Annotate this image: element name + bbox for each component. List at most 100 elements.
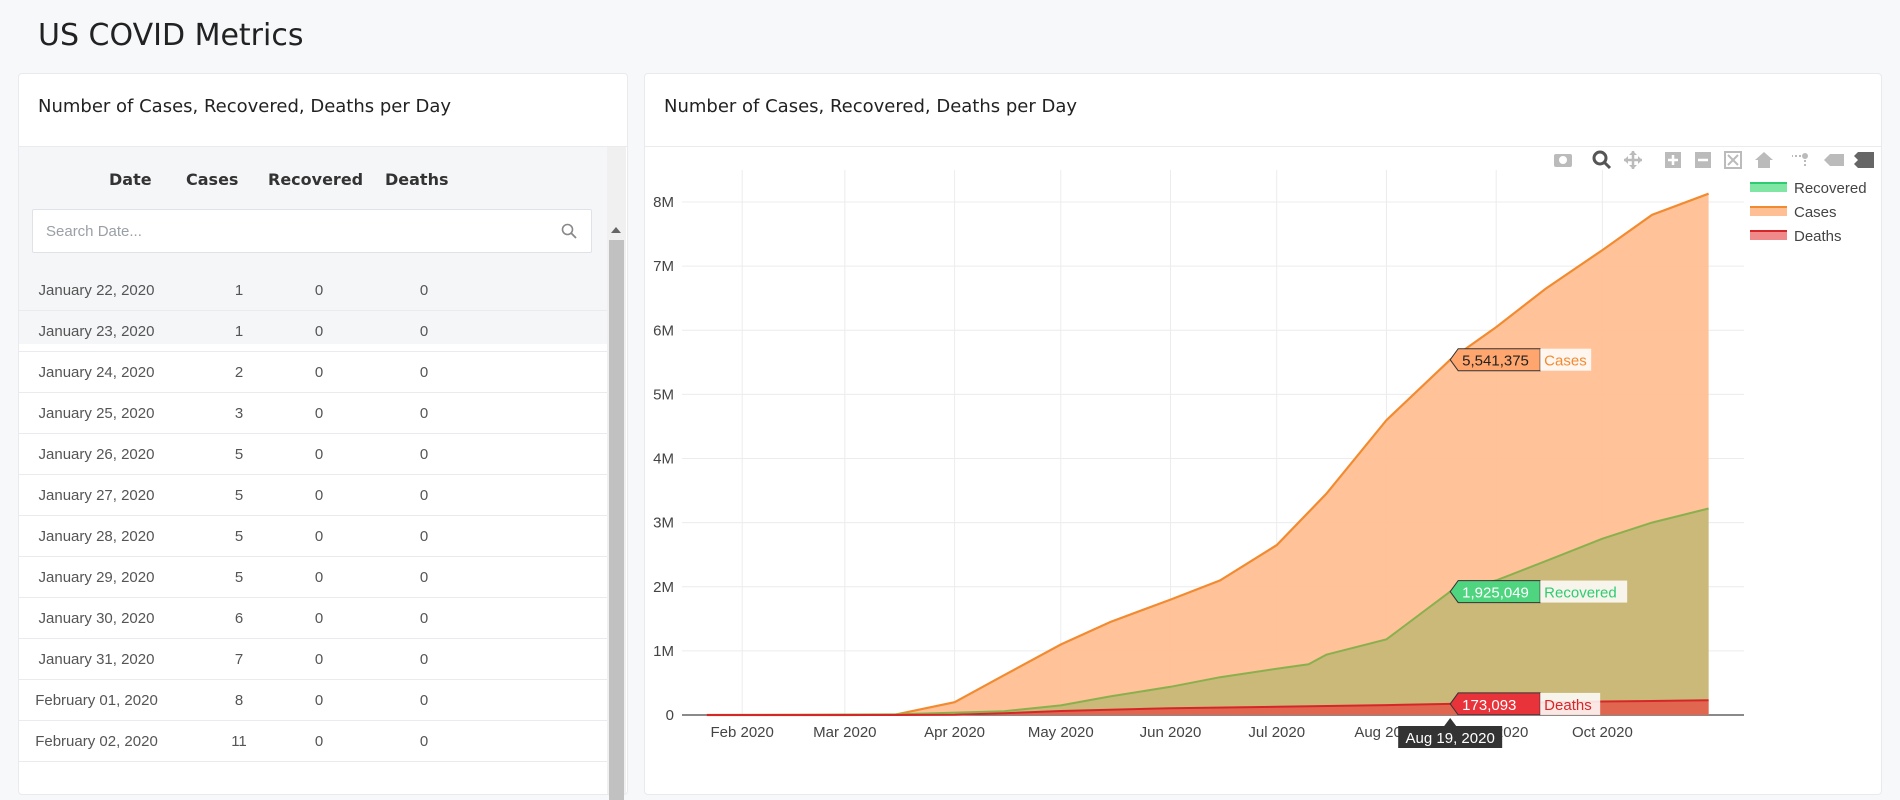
table-row[interactable]: January 30, 2020 6 0 0 (19, 598, 607, 639)
table-row[interactable]: February 01, 2020 8 0 0 (19, 680, 607, 721)
row-deaths: 0 (419, 446, 429, 463)
hover-name-bg (1540, 580, 1628, 603)
table-row[interactable]: February 02, 2020 11 0 0 (19, 721, 607, 762)
hover-name-deaths: Deaths (1544, 697, 1592, 714)
pan-icon[interactable] (1624, 151, 1642, 169)
row-cases: 6 (234, 610, 244, 627)
spike-lines-icon[interactable] (1792, 153, 1808, 168)
hover-closest-icon[interactable] (1824, 154, 1844, 166)
row-deaths: 0 (419, 528, 429, 545)
row-recovered: 0 (314, 528, 324, 545)
table-row[interactable]: January 31, 2020 7 0 0 (19, 639, 607, 680)
table-scrollbar[interactable] (607, 147, 626, 800)
row-cases: 1 (234, 282, 244, 299)
row-cases: 5 (234, 446, 244, 463)
row-recovered: 0 (314, 446, 324, 463)
table-row[interactable]: January 25, 2020 3 0 0 (19, 393, 607, 434)
row-date: January 24, 2020 (38, 364, 155, 381)
table-row[interactable]: January 27, 2020 5 0 0 (19, 475, 607, 516)
row-deaths: 0 (419, 692, 429, 709)
recovered-line (706, 507, 1709, 716)
hover-value-deaths: 173,093 (1462, 697, 1516, 714)
page-title: US COVID Metrics (38, 18, 304, 53)
hover-name-recovered: Recovered (1544, 585, 1617, 602)
column-header-cases[interactable]: Cases (186, 170, 239, 189)
row-recovered: 0 (314, 733, 324, 750)
x-tick-label: Jul 2020 (1248, 724, 1305, 741)
row-recovered: 0 (314, 405, 324, 422)
table-card: Number of Cases, Recovered, Deaths per D… (18, 73, 628, 800)
row-deaths: 0 (419, 487, 429, 504)
row-deaths: 0 (419, 569, 429, 586)
legend-item-deaths[interactable]: Deaths (1750, 228, 1842, 245)
camera-icon[interactable] (1554, 154, 1572, 167)
legend-item-recovered[interactable]: Recovered (1750, 180, 1867, 197)
row-recovered: 0 (314, 364, 324, 381)
table-row[interactable]: January 22, 2020 1 0 0 (19, 270, 607, 311)
y-tick-label: 3M (653, 515, 674, 532)
y-tick-label: 5M (653, 386, 674, 403)
y-tick-label: 4M (653, 451, 674, 468)
y-tick-label: 7M (653, 258, 674, 275)
row-date: January 30, 2020 (38, 610, 155, 627)
autoscale-icon[interactable] (1724, 151, 1742, 169)
x-tick-label: Apr 2020 (924, 724, 985, 741)
row-cases: 5 (234, 569, 244, 586)
hover-name-bg (1540, 692, 1601, 715)
y-tick-label: 0 (666, 707, 674, 724)
scroll-up-arrow-icon[interactable] (611, 227, 621, 233)
hover-compare-icon[interactable] (1854, 152, 1874, 168)
row-date: January 29, 2020 (38, 569, 155, 586)
y-tick-label: 1M (653, 643, 674, 660)
column-header-date[interactable]: Date (109, 170, 152, 189)
row-cases: 3 (234, 405, 244, 422)
row-recovered: 0 (314, 569, 324, 586)
x-tick-label: Mar 2020 (813, 724, 876, 741)
table-body: January 22, 2020 1 0 0 January 23, 2020 1 0 0 Ja… (19, 270, 607, 762)
row-deaths: 0 (419, 364, 429, 381)
column-header-recovered[interactable]: Recovered (268, 170, 364, 189)
home-icon[interactable] (1755, 152, 1773, 168)
table-row[interactable]: January 26, 2020 5 0 0 (19, 434, 607, 475)
hover-x-box (1398, 718, 1503, 748)
column-header-deaths[interactable]: Deaths (385, 170, 449, 189)
table-row[interactable]: January 23, 2020 1 0 0 (19, 311, 607, 352)
row-date: January 28, 2020 (38, 528, 155, 545)
row-date: February 01, 2020 (35, 692, 158, 709)
legend-swatch (1750, 230, 1787, 240)
hover-name-bg (1540, 348, 1592, 371)
row-date: January 25, 2020 (38, 405, 155, 422)
x-tick-label: May 2020 (1028, 724, 1094, 741)
legend-swatch (1750, 182, 1787, 192)
table-row[interactable]: January 29, 2020 5 0 0 (19, 557, 607, 598)
row-date: January 26, 2020 (38, 446, 155, 463)
x-tick-label: Jun 2020 (1140, 724, 1202, 741)
zoom-icon[interactable] (1592, 150, 1612, 170)
row-cases: 11 (231, 733, 247, 750)
hover-value-recovered: 1,925,049 (1462, 585, 1529, 602)
table-row[interactable]: January 24, 2020 2 0 0 (19, 352, 607, 393)
row-recovered: 0 (314, 323, 324, 340)
search-input[interactable] (33, 210, 548, 252)
card-divider (645, 146, 1881, 147)
chart-card-title: Number of Cases, Recovered, Deaths per D… (664, 96, 1078, 117)
zoom-out-icon[interactable] (1695, 152, 1711, 168)
table-row[interactable]: January 28, 2020 5 0 0 (19, 516, 607, 557)
zoom-in-icon[interactable] (1665, 152, 1681, 168)
x-tick-label: Feb 2020 (710, 724, 773, 741)
row-deaths: 0 (419, 282, 429, 299)
row-date: January 27, 2020 (38, 487, 155, 504)
search-icon[interactable] (561, 223, 577, 239)
y-tick-label: 6M (653, 322, 674, 339)
scroll-thumb[interactable] (609, 240, 624, 800)
row-recovered: 0 (314, 487, 324, 504)
row-date: February 02, 2020 (35, 733, 158, 750)
area-chart[interactable]: 0 1M 2M 3M 4M 5M 6M 7M 8M Feb 2020 Mar 2020 Apr 202… (0, 0, 1900, 768)
row-cases: 7 (234, 651, 244, 668)
row-cases: 2 (234, 364, 244, 381)
x-tick-label: Oct 2020 (1572, 724, 1633, 741)
legend-item-cases[interactable]: Cases (1750, 204, 1837, 221)
row-date: January 22, 2020 (38, 282, 155, 299)
search-box (32, 209, 592, 253)
row-recovered: 0 (314, 610, 324, 627)
